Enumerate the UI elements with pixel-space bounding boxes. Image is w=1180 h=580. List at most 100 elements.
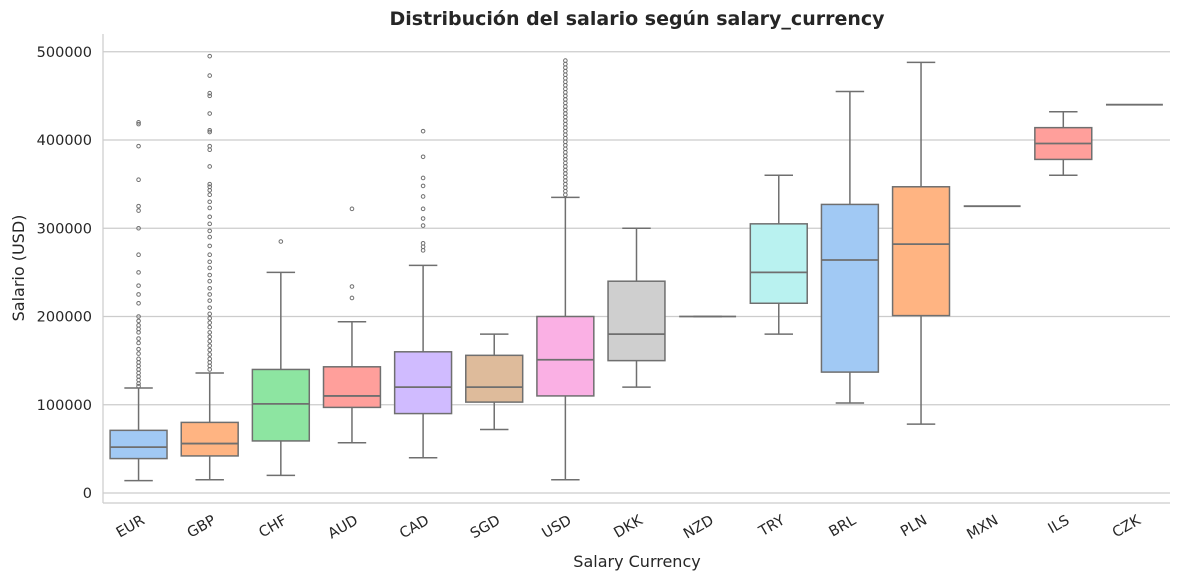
outlier-point — [207, 315, 212, 321]
outlier-point — [349, 295, 355, 301]
outlier-point — [136, 283, 141, 288]
outlier-point — [207, 181, 212, 187]
outlier-point — [207, 338, 212, 344]
boxes — [109, 53, 1163, 482]
outlier-point — [207, 343, 212, 348]
y-axis-label: Salario (USD) — [9, 215, 28, 322]
x-tick-label: PLN — [898, 513, 930, 541]
outlier-point — [136, 340, 141, 346]
outlier-point — [207, 129, 212, 135]
outlier-point — [207, 334, 212, 340]
y-tick-label: 300000 — [37, 221, 92, 237]
outlier-point — [207, 127, 212, 133]
outlier-point — [207, 199, 212, 205]
box-eur — [109, 120, 168, 482]
box-brl — [820, 90, 880, 404]
box-iqr — [607, 280, 666, 362]
x-tick-label: CAD — [397, 513, 432, 542]
box-iqr — [180, 421, 239, 457]
outlier-point — [420, 194, 426, 199]
outlier-point — [136, 336, 141, 341]
y-tick-label: 100000 — [37, 398, 92, 414]
box-iqr — [820, 203, 880, 373]
x-tick-label: CHF — [256, 513, 289, 542]
box-iqr — [322, 366, 382, 409]
x-tick-label: USD — [540, 513, 575, 542]
outlier-point — [207, 188, 212, 193]
outlier-point — [136, 314, 141, 319]
outlier-point — [207, 93, 212, 99]
outlier-point — [207, 192, 212, 198]
box-iqr — [891, 186, 951, 317]
outlier-point — [136, 203, 141, 209]
box-ils — [1034, 111, 1093, 177]
box-try — [749, 174, 808, 335]
outlier-point — [136, 318, 141, 324]
outlier-point — [207, 234, 212, 240]
outlier-point — [207, 53, 212, 59]
y-tick-label: 0 — [83, 486, 92, 502]
outlier-point — [207, 324, 212, 330]
box-cad — [393, 128, 453, 459]
outlier-point — [207, 311, 212, 317]
outlier-point — [207, 221, 212, 227]
outlier-point — [207, 243, 212, 249]
outlier-point — [563, 192, 568, 198]
box-iqr — [536, 315, 595, 397]
outlier-point — [420, 175, 426, 181]
outlier-point — [207, 298, 212, 303]
y-tick-label: 200000 — [37, 310, 92, 326]
outlier-point — [136, 270, 141, 275]
box-iqr — [465, 354, 524, 403]
outlier-point — [136, 121, 141, 127]
outlier-point — [207, 111, 212, 116]
outlier-point — [207, 320, 212, 325]
box-chf — [251, 239, 311, 477]
outlier-point — [420, 248, 426, 253]
outlier-point — [207, 330, 212, 335]
outlier-point — [207, 73, 212, 78]
outlier-point — [136, 225, 141, 231]
box-dkk — [607, 227, 666, 388]
outlier-point — [278, 239, 284, 244]
outlier-point — [207, 347, 212, 353]
box-usd — [536, 58, 595, 481]
x-tick-label: AUD — [326, 513, 361, 543]
box-pln — [891, 61, 951, 425]
box-aud — [322, 206, 382, 444]
chart-title: Distribución del salario según salary_cu… — [389, 8, 885, 30]
x-tick-label: NZD — [681, 513, 717, 543]
y-tick-label: 500000 — [37, 45, 92, 61]
outlier-point — [207, 305, 212, 310]
outlier-point — [420, 216, 426, 221]
outlier-point — [207, 259, 212, 265]
outlier-point — [136, 383, 141, 389]
box-gbp — [180, 53, 239, 481]
outlier-point — [207, 352, 212, 357]
outlier-point — [207, 265, 212, 271]
outlier-point — [136, 292, 141, 297]
box-iqr — [109, 429, 168, 460]
outlier-point — [420, 154, 426, 160]
outlier-point — [136, 177, 141, 183]
x-tick-label: ILS — [1046, 513, 1073, 538]
x-tick-labels: EUR GBP CHF AUD CAD SGD USD DKK NZD TRY BRL PLN MXN I… — [114, 512, 1144, 543]
outlier-point — [136, 330, 141, 335]
outlier-point — [136, 143, 141, 149]
x-tick-label: BRL — [827, 513, 859, 541]
x-axis-label: Salary Currency — [573, 552, 700, 571]
x-tick-label: DKK — [611, 512, 646, 541]
outlier-point — [136, 346, 141, 352]
outlier-point — [349, 206, 355, 212]
box-sgd — [465, 333, 524, 431]
x-tick-label: GBP — [185, 512, 219, 541]
x-tick-label: CZK — [1110, 512, 1144, 541]
y-tick-labels: 0 100000 200000 300000 400000 500000 — [37, 45, 92, 502]
x-tick-label: TRY — [756, 513, 788, 541]
box-iqr — [393, 351, 453, 415]
outlier-point — [207, 252, 212, 258]
y-tick-label: 400000 — [37, 133, 92, 149]
outlier-point — [136, 252, 141, 258]
box-iqr — [251, 368, 311, 442]
